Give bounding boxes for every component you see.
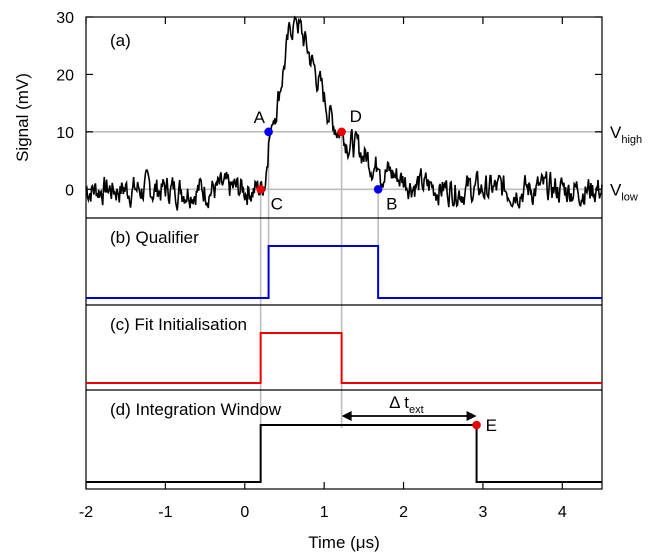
panel-a-label: (a) — [110, 31, 131, 50]
point-e — [472, 420, 481, 430]
point-label-e: E — [486, 416, 497, 435]
y-tick-label: 10 — [56, 125, 74, 142]
signal-trace — [85, 15, 603, 211]
step-signal-b — [86, 245, 602, 299]
point-label-d: D — [350, 107, 362, 126]
v-low-label: Vlow — [610, 180, 638, 203]
x-tick-label: 3 — [478, 504, 487, 521]
y-tick-label: 30 — [56, 10, 74, 27]
panel-frames — [85, 16, 603, 490]
y-tick-label: 0 — [65, 182, 74, 199]
interval-label: Δ text — [389, 393, 424, 416]
x-tick-label: 4 — [558, 504, 567, 521]
point-a — [264, 127, 273, 137]
series-group — [85, 15, 603, 483]
x-tick-label: 0 — [240, 504, 249, 521]
point-label-c: C — [271, 194, 283, 213]
x-axis-label: Time (μs) — [308, 533, 380, 552]
x-tick-label: 1 — [320, 504, 329, 521]
step-signal-c — [86, 332, 602, 384]
point-d — [337, 127, 346, 137]
panel-c-label: (c) Fit Initialisation — [110, 315, 247, 334]
point-label-b: B — [386, 194, 397, 213]
marker-group — [256, 127, 481, 430]
interval-arrowhead-right — [466, 411, 477, 421]
panel-b-label: (b) Qualifier — [110, 228, 199, 247]
point-c — [256, 184, 265, 194]
point-b — [373, 184, 383, 194]
x-tick-label: -2 — [79, 504, 93, 521]
panel-d-label: (d) Integration Window — [110, 400, 282, 419]
step-signal-d — [86, 424, 602, 483]
point-label-a: A — [254, 108, 266, 127]
x-tick-label: -1 — [158, 504, 172, 521]
label-group: -2 -1 0 1 2 3 4 Time (μs) 0 10 20 30 Signal (mV) (a) V… — [13, 10, 642, 552]
plot-frame — [85, 16, 603, 490]
y-tick-label: 20 — [56, 67, 74, 84]
x-tick-label: 2 — [399, 504, 408, 521]
y-axis-label: Signal (mV) — [13, 73, 32, 162]
interval-arrowhead-left — [341, 411, 352, 421]
v-high-label: Vhigh — [610, 123, 642, 146]
